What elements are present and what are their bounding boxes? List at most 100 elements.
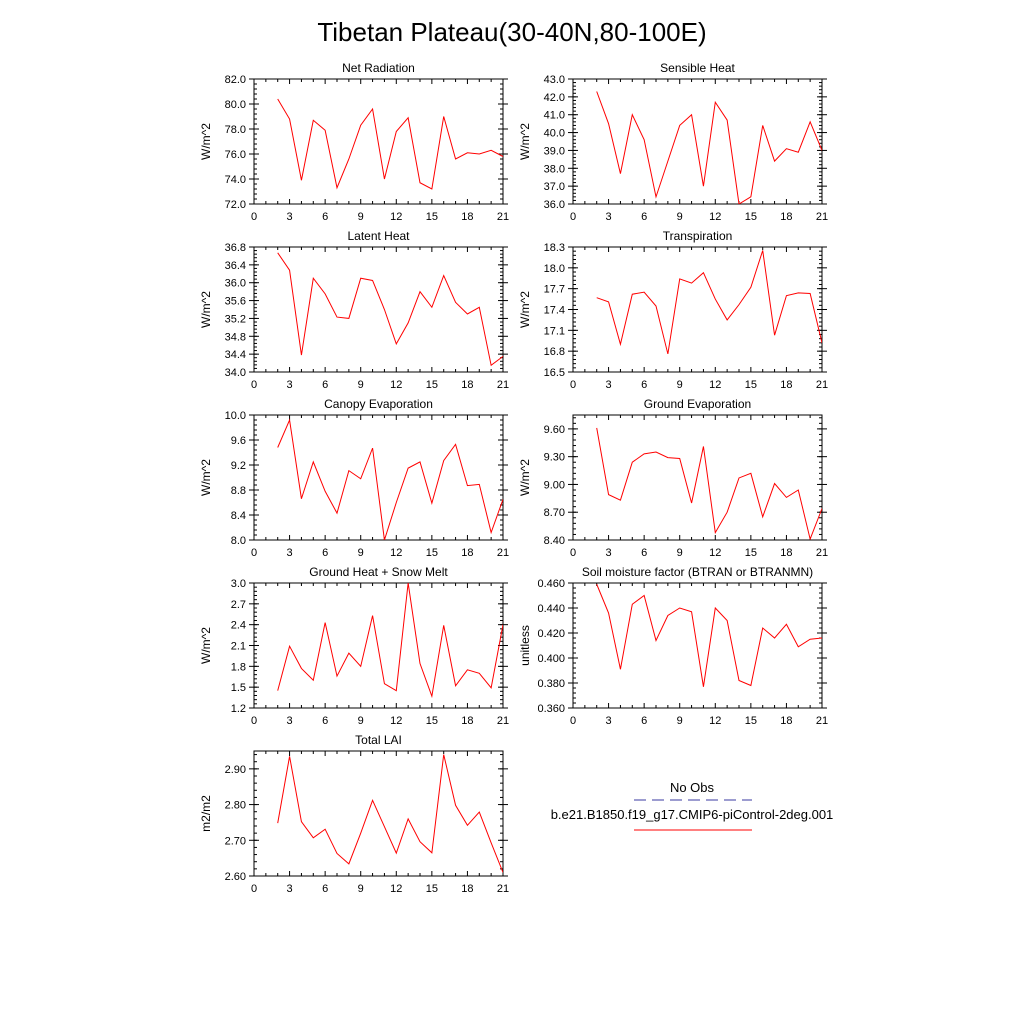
- x-tick-label: 6: [641, 715, 647, 727]
- x-tick-label: 18: [780, 379, 792, 391]
- y-tick-label: 16.8: [544, 346, 565, 358]
- panel-canopy-evaporation: 0 3 6 9 12 15 18 21 8.0 8.4 8.8 9.2 9.6 10.0 Canopy Ev…: [199, 397, 509, 559]
- y-tick-label: 1.5: [231, 682, 246, 694]
- x-tick-label: 3: [606, 379, 612, 391]
- y-tick-label: 80.0: [225, 99, 246, 111]
- plot-frame: [253, 78, 504, 205]
- x-tick-label: 6: [322, 715, 328, 727]
- y-axis-label: W/m^2: [199, 459, 213, 496]
- x-tick-label: 12: [709, 379, 721, 391]
- panel-total-lai: 0 3 6 9 12 15 18 21 2.60 2.70 2.80 2.90 Total LAI m2/…: [199, 733, 509, 895]
- y-axis-label: W/m^2: [518, 459, 532, 496]
- x-tick-label: 3: [606, 211, 612, 223]
- x-tick-label: 3: [287, 547, 293, 559]
- x-tick-label: 15: [426, 547, 438, 559]
- x-tick-label: 6: [322, 379, 328, 391]
- x-tick-label: 3: [287, 715, 293, 727]
- panel-title: Transpiration: [663, 229, 733, 243]
- series-line-latent-heat: [277, 252, 503, 367]
- x-tick-label: 21: [497, 883, 509, 895]
- y-tick-label: 37.0: [544, 181, 565, 193]
- y-tick-label: 72.0: [225, 199, 246, 211]
- x-tick-label: 21: [816, 379, 828, 391]
- x-tick-label: 0: [251, 547, 257, 559]
- x-tick-label: 15: [745, 547, 757, 559]
- y-tick-label: 17.7: [544, 284, 565, 296]
- x-tick-label: 18: [461, 211, 473, 223]
- panel-transpiration: 0 3 6 9 12 15 18 21 16.5 16.8 17.1 17.4 17.7 18.0 18.3…: [518, 229, 828, 391]
- y-tick-label: 36.0: [544, 199, 565, 211]
- x-tick-label: 0: [570, 715, 576, 727]
- x-tick-label: 21: [497, 211, 509, 223]
- x-tick-label: 18: [780, 547, 792, 559]
- y-tick-label: 36.8: [225, 242, 246, 254]
- x-tick-label: 15: [426, 211, 438, 223]
- y-tick-label: 9.6: [231, 435, 246, 447]
- x-tick-label: 15: [426, 715, 438, 727]
- y-tick-label: 0.380: [537, 678, 565, 690]
- y-tick-label: 1.8: [231, 661, 246, 673]
- y-tick-label: 8.40: [544, 535, 565, 547]
- x-tick-label: 0: [570, 379, 576, 391]
- y-tick-label: 2.90: [225, 764, 246, 776]
- series-line-transpiration: [596, 250, 822, 355]
- y-tick-label: 3.0: [231, 578, 246, 590]
- panel-title: Ground Heat + Snow Melt: [309, 565, 448, 579]
- x-tick-label: 6: [641, 211, 647, 223]
- y-tick-label: 76.0: [225, 149, 246, 161]
- series-line-soil-moisture-factor-btran-or-btranmn: [596, 584, 822, 687]
- y-tick-label: 34.8: [225, 331, 246, 343]
- x-tick-label: 15: [426, 883, 438, 895]
- x-tick-label: 15: [745, 379, 757, 391]
- y-tick-label: 9.00: [544, 479, 565, 491]
- x-tick-label: 21: [497, 715, 509, 727]
- figure-title: Tibetan Plateau(30-40N,80-100E): [317, 17, 706, 47]
- x-tick-label: 6: [641, 379, 647, 391]
- y-tick-label: 0.420: [537, 628, 565, 640]
- x-tick-label: 3: [287, 211, 293, 223]
- y-tick-label: 9.60: [544, 424, 565, 436]
- plot-frame: [572, 78, 823, 205]
- x-tick-label: 3: [287, 883, 293, 895]
- x-tick-label: 0: [251, 379, 257, 391]
- plot-frame: [253, 246, 504, 373]
- legend-obs-label: No Obs: [670, 780, 715, 795]
- x-tick-label: 3: [606, 547, 612, 559]
- x-tick-label: 9: [677, 211, 683, 223]
- panel-ground-heat-snow-melt: 0 3 6 9 12 15 18 21 1.2 1.5 1.8 2.1 2.4 2.7 3.0 Ground …: [199, 565, 509, 727]
- x-tick-label: 0: [251, 883, 257, 895]
- y-tick-label: 8.8: [231, 485, 246, 497]
- y-tick-label: 39.0: [544, 145, 565, 157]
- y-tick-label: 0.440: [537, 603, 565, 615]
- x-tick-label: 12: [709, 547, 721, 559]
- x-tick-label: 12: [390, 547, 402, 559]
- x-tick-label: 6: [322, 547, 328, 559]
- x-tick-label: 18: [461, 715, 473, 727]
- x-tick-label: 0: [570, 547, 576, 559]
- y-tick-label: 18.0: [544, 263, 565, 275]
- y-tick-label: 8.4: [231, 510, 246, 522]
- x-tick-label: 9: [358, 883, 364, 895]
- y-tick-label: 42.0: [544, 92, 565, 104]
- x-tick-label: 15: [745, 211, 757, 223]
- y-tick-label: 17.4: [544, 305, 565, 317]
- x-tick-label: 6: [641, 547, 647, 559]
- series-line-sensible-heat: [596, 91, 822, 204]
- panel-sensible-heat: 0 3 6 9 12 15 18 21 36.0 37.0 38.0 39.0 40.0 41.0 42.0…: [518, 61, 828, 223]
- x-tick-label: 6: [322, 211, 328, 223]
- y-tick-label: 35.6: [225, 296, 246, 308]
- series-line-ground-evaporation: [596, 427, 822, 540]
- panel-title: Total LAI: [355, 733, 402, 747]
- panel-title: Sensible Heat: [660, 61, 735, 75]
- x-tick-label: 12: [390, 883, 402, 895]
- legend-model-label: b.e21.B1850.f19_g17.CMIP6-piControl-2deg…: [551, 807, 834, 822]
- y-axis-label: m2/m2: [199, 795, 213, 832]
- y-axis-label: W/m^2: [518, 123, 532, 160]
- panel-title: Canopy Evaporation: [324, 397, 433, 411]
- series-line-ground-heat-snow-melt: [277, 583, 503, 699]
- y-tick-label: 0.360: [537, 703, 565, 715]
- y-tick-label: 8.0: [231, 535, 246, 547]
- y-tick-label: 2.60: [225, 871, 246, 883]
- plot-frame: [253, 750, 504, 877]
